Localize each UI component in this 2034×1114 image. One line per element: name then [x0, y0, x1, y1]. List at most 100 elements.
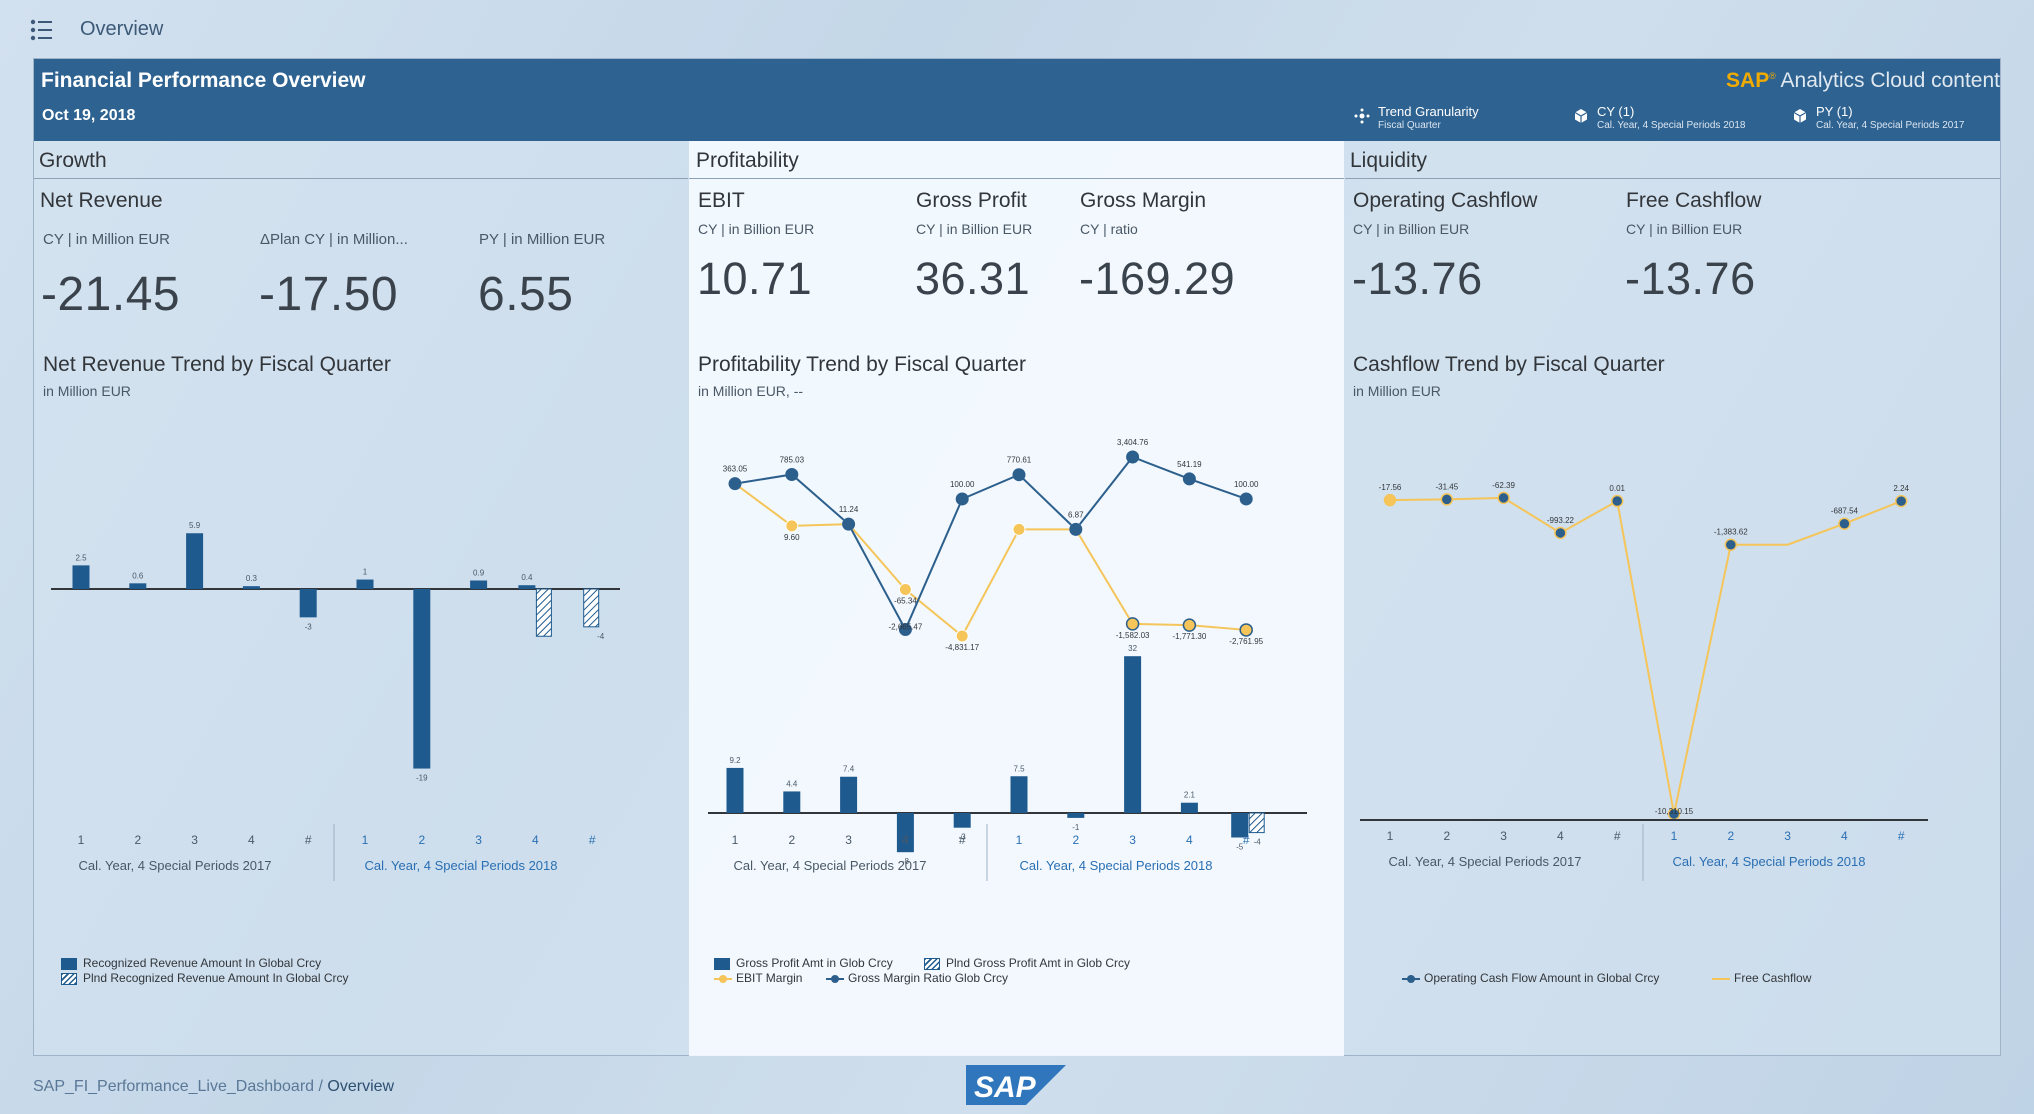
data-label: 4.4	[786, 779, 798, 788]
bar[interactable]	[1231, 813, 1249, 838]
bar[interactable]	[726, 767, 744, 813]
filter-value: Cal. Year, 4 Special Periods 2017	[1816, 120, 1965, 131]
breadcrumb: SAP_FI_Performance_Live_Dashboard / Over…	[33, 1078, 394, 1096]
bar[interactable]	[186, 533, 204, 589]
net-revenue-chart[interactable]: 2.5 0.6 5.9 0.3 -3 1 -19 0.9 0.4 -4 1 2 3 4 #1 2 3 4 # Cal.…	[34, 141, 688, 1056]
data-label: 785.03	[780, 455, 805, 464]
data-point[interactable]	[1239, 623, 1253, 637]
data-label: -1,771.30	[1172, 632, 1206, 641]
data-label: 100.00	[1234, 480, 1259, 489]
data-point[interactable]	[1838, 517, 1851, 530]
bar[interactable]	[783, 791, 801, 813]
bar[interactable]	[470, 580, 488, 589]
data-point[interactable]	[1069, 522, 1083, 536]
x-tick-label: #	[1243, 833, 1250, 847]
x-tick-label: #	[1614, 829, 1621, 843]
bar[interactable]	[1067, 813, 1085, 818]
bar[interactable]	[953, 813, 971, 828]
data-label: 1	[363, 568, 368, 577]
data-point[interactable]	[785, 519, 799, 533]
breadcrumb-link[interactable]: SAP_FI_Performance_Live_Dashboard	[33, 1078, 315, 1095]
data-point[interactable]	[1440, 493, 1454, 506]
bar[interactable]	[1124, 656, 1142, 813]
x-tick-label: 1	[1671, 829, 1678, 843]
data-point[interactable]	[955, 492, 969, 506]
kpi-value-operating-cashflow[interactable]: -13.76	[1352, 253, 1483, 304]
bar[interactable]	[840, 776, 858, 813]
plan-bar[interactable]	[535, 588, 552, 637]
x-tick-label: 1	[78, 833, 85, 847]
kpi-value-ebit[interactable]: 10.71	[697, 253, 813, 304]
chart-subtitle: in Million EUR	[1353, 383, 1441, 399]
kpi-value-delta-plan[interactable]: -17.50	[259, 268, 399, 321]
data-point[interactable]	[1497, 491, 1510, 505]
data-point[interactable]	[1125, 617, 1140, 631]
data-label: 11.24	[839, 505, 859, 514]
data-label: -31.45	[1435, 482, 1458, 491]
data-point[interactable]	[1012, 522, 1026, 536]
data-point[interactable]	[1610, 494, 1624, 508]
data-point[interactable]	[1239, 492, 1253, 506]
data-point[interactable]	[1724, 538, 1738, 551]
x-tick-label: #	[959, 833, 966, 847]
data-point[interactable]	[1894, 494, 1908, 508]
bar[interactable]	[356, 579, 374, 589]
bar[interactable]	[413, 589, 431, 769]
data-point[interactable]	[1182, 618, 1197, 632]
bar[interactable]	[72, 565, 90, 589]
kpi-title-operating-cashflow: Operating Cashflow	[1353, 189, 1538, 212]
top-bar: Overview	[0, 0, 2034, 58]
data-point[interactable]	[728, 477, 742, 491]
panel-title: Profitability	[696, 149, 799, 172]
data-label: 32	[1128, 644, 1137, 653]
brand-label: SAP® Analytics Cloud content	[1726, 69, 2000, 92]
filter-label: CY (1)	[1597, 104, 1635, 119]
data-point[interactable]	[1554, 526, 1567, 540]
bar[interactable]	[129, 583, 147, 589]
x-tick-label: 1	[1387, 829, 1394, 843]
data-label: -4	[1254, 838, 1262, 847]
bar[interactable]	[299, 589, 317, 618]
data-label: -4,831.17	[945, 643, 979, 652]
data-label: -3	[305, 622, 313, 631]
data-label: 0.4	[521, 573, 533, 582]
data-point[interactable]	[842, 517, 856, 531]
data-label: -993.22	[1547, 516, 1575, 525]
data-label: -4	[597, 632, 605, 641]
bar[interactable]	[1180, 802, 1198, 813]
data-point[interactable]	[1383, 493, 1397, 507]
menu-icon[interactable]	[30, 18, 54, 42]
kpi-label: CY | in Billion EUR	[1626, 221, 1743, 237]
breadcrumb-current: Overview	[327, 1078, 395, 1095]
svg-text:SAP: SAP	[974, 1071, 1037, 1104]
data-point[interactable]	[898, 623, 912, 637]
data-point[interactable]	[898, 582, 912, 596]
data-point[interactable]	[785, 467, 799, 481]
x-tick-label: 2	[1443, 829, 1450, 843]
x-tick-label: 4	[248, 833, 255, 847]
data-label: 0.6	[132, 571, 144, 580]
panel-title: Growth	[39, 149, 107, 172]
data-label: 2.1	[1184, 791, 1196, 800]
data-point[interactable]	[1126, 450, 1140, 464]
data-label: -2,665.47	[888, 623, 922, 632]
data-point[interactable]	[955, 629, 969, 643]
kpi-value-free-cashflow[interactable]: -13.76	[1625, 253, 1756, 304]
bar[interactable]	[242, 586, 260, 589]
bar[interactable]	[518, 585, 536, 589]
bar[interactable]	[1010, 776, 1028, 813]
kpi-value-gross-profit[interactable]: 36.31	[915, 253, 1031, 304]
data-point[interactable]	[1012, 468, 1026, 482]
data-point[interactable]	[1182, 472, 1196, 486]
kpi-value-py[interactable]: 6.55	[478, 268, 574, 321]
cube-icon	[1574, 109, 1588, 123]
kpi-value-gross-margin[interactable]: -169.29	[1079, 253, 1236, 304]
plan-bar[interactable]	[1248, 812, 1265, 834]
kpi-value-cy[interactable]: -21.45	[41, 268, 181, 321]
data-label: -8	[902, 857, 910, 866]
bar[interactable]	[896, 813, 914, 853]
data-label: 7.4	[843, 765, 855, 774]
cashflow-chart[interactable]: -17.56 -31.45 -62.39 -993.22 0.01 -10,310.15 -…	[1345, 141, 2000, 1056]
plan-bar[interactable]	[583, 588, 600, 628]
profitability-chart[interactable]: 363.05 785.03 11.24 -2,665.47 100.00 770.61 6.…	[689, 141, 1344, 1056]
